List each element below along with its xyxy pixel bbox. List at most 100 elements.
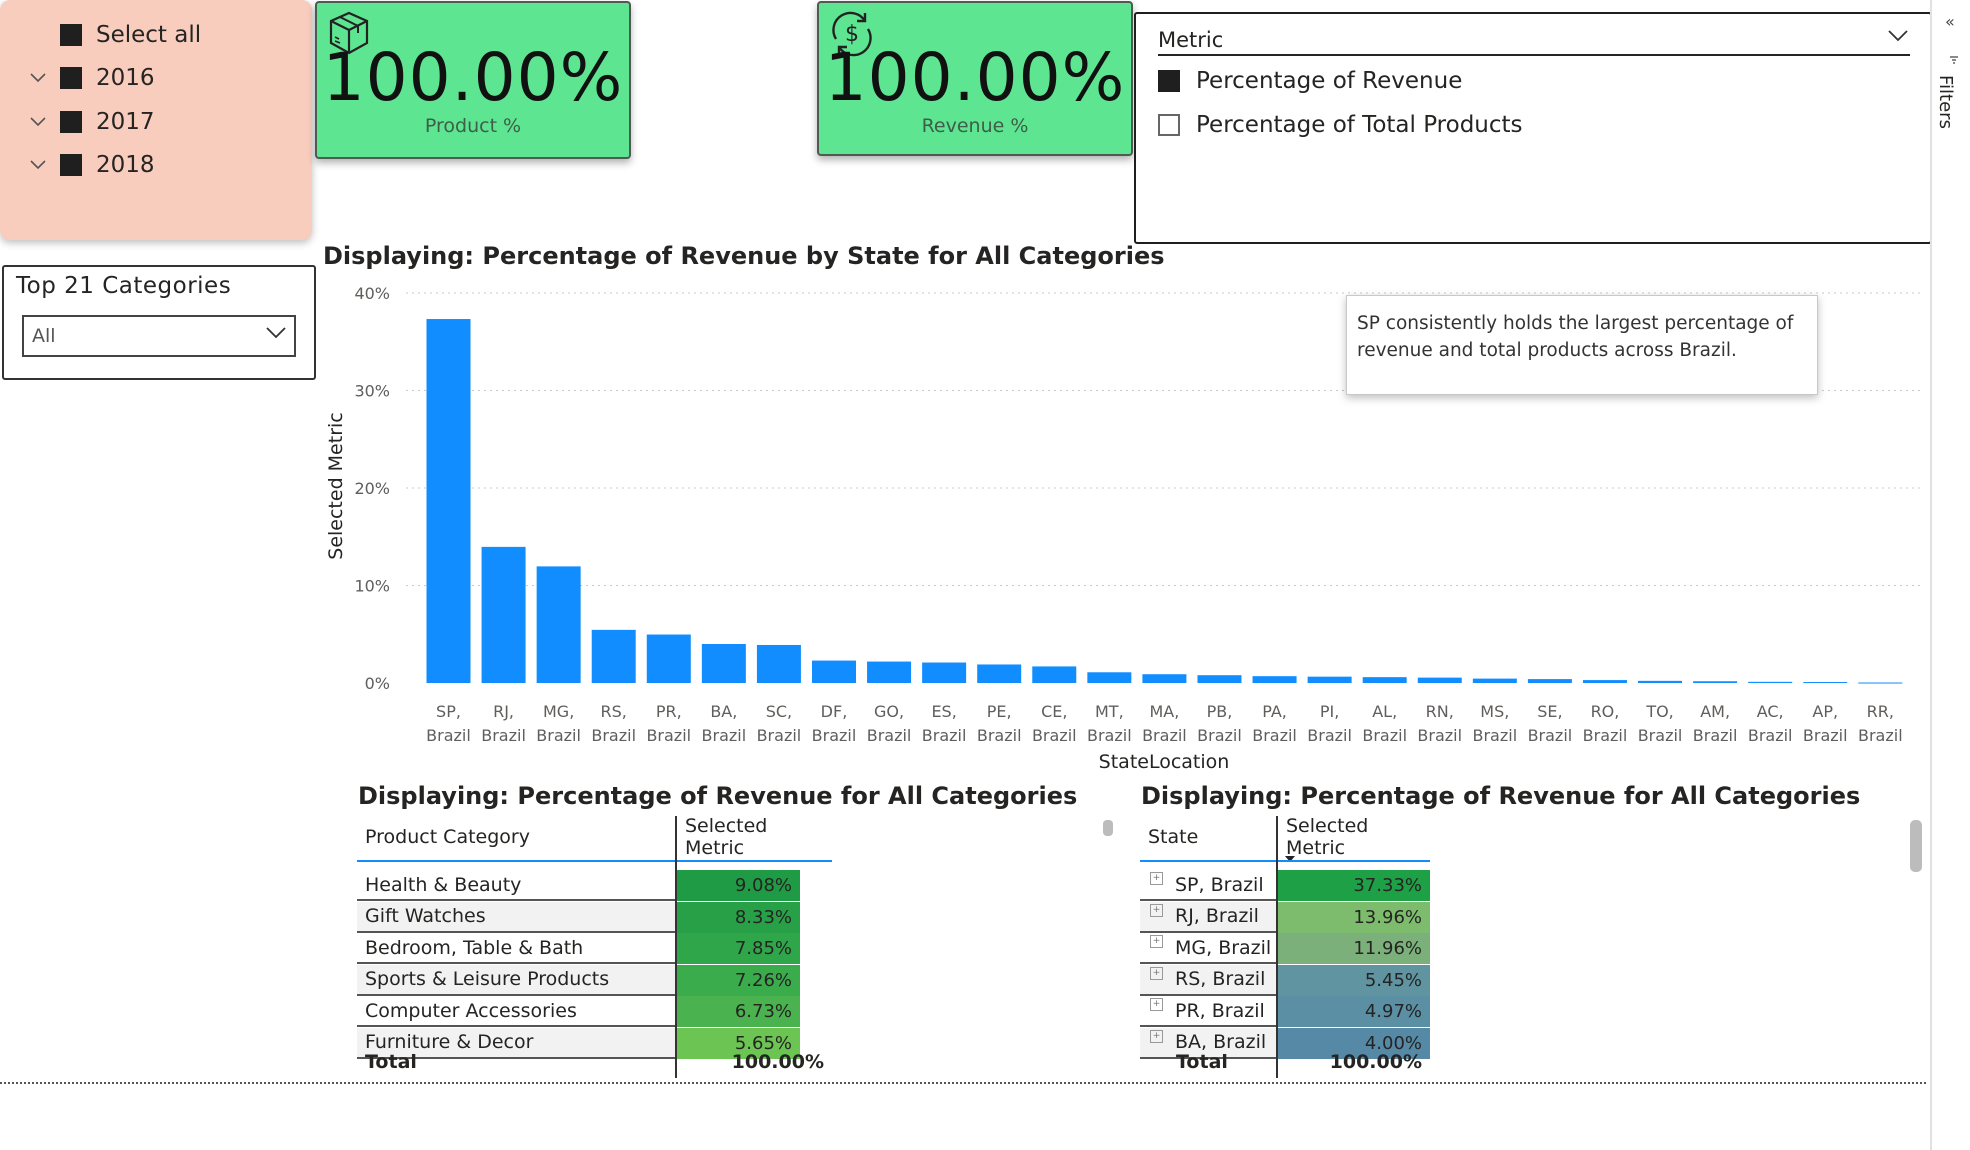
x-tick-label: CE, <box>1041 702 1067 721</box>
table-row[interactable]: Computer Accessories 6.73% <box>357 996 832 1027</box>
expand-icon[interactable]: + <box>1150 903 1163 917</box>
collapse-icon[interactable]: « <box>1945 12 1955 31</box>
column-header[interactable]: Selected Metric <box>1276 815 1430 859</box>
bar[interactable] <box>646 634 691 683</box>
expand-icon[interactable]: + <box>1150 935 1163 948</box>
year-item-2017[interactable]: 2017 <box>0 104 155 140</box>
checkbox-checked[interactable] <box>60 67 82 89</box>
metric-cell: 37.33% <box>1278 870 1430 901</box>
bar[interactable] <box>426 319 471 683</box>
state-cell: + RJ, Brazil <box>1140 901 1276 933</box>
year-select-all[interactable]: Select all <box>0 17 201 53</box>
metric-option-total-products[interactable]: Percentage of Total Products <box>1158 110 1523 140</box>
bar[interactable] <box>1527 679 1572 683</box>
x-tick-label: MS, <box>1480 702 1509 721</box>
x-tick-label: RN, <box>1426 702 1454 721</box>
bar[interactable] <box>536 566 581 683</box>
metric-option-revenue[interactable]: Percentage of Revenue <box>1158 66 1462 96</box>
x-tick-label: Brazil <box>1583 726 1628 745</box>
bar[interactable] <box>481 546 526 683</box>
checkbox-checked[interactable] <box>60 154 82 176</box>
x-axis-label: StateLocation <box>1099 751 1230 773</box>
table-row[interactable]: Sports & Leisure Products 7.26% <box>357 964 832 996</box>
chevron-down-icon[interactable] <box>26 110 50 134</box>
scrollbar-thumb[interactable] <box>1103 820 1113 836</box>
bar[interactable] <box>1472 678 1517 683</box>
table-row[interactable]: + RS, Brazil 5.45% <box>1140 964 1430 996</box>
table-row[interactable]: Health & Beauty 9.08% <box>357 870 832 901</box>
table-row[interactable]: Gift Watches 8.33% <box>357 901 832 933</box>
year-label: 2018 <box>96 152 155 178</box>
svg-text:$: $ <box>845 22 859 47</box>
chevron-down-icon[interactable] <box>266 325 286 344</box>
expand-icon[interactable]: + <box>1150 998 1163 1011</box>
bar[interactable] <box>1307 676 1352 683</box>
checkbox-checked[interactable] <box>60 111 82 133</box>
category-dropdown[interactable]: All <box>22 315 296 357</box>
x-tick-label: Brazil <box>702 726 747 745</box>
table-row[interactable]: Bedroom, Table & Bath 7.85% <box>357 933 832 964</box>
table-row[interactable]: + BA, Brazil 4.00% <box>1140 1027 1430 1059</box>
y-tick-label: 30% <box>354 382 390 401</box>
bar[interactable] <box>1582 680 1627 683</box>
x-tick-label: PE, <box>987 702 1012 721</box>
x-tick-label: Brazil <box>812 726 857 745</box>
table-row[interactable]: + RJ, Brazil 13.96% <box>1140 901 1430 933</box>
bar[interactable] <box>1858 682 1903 684</box>
column-divider <box>675 816 677 1078</box>
bar[interactable] <box>1252 676 1297 683</box>
year-item-2016[interactable]: 2016 <box>0 60 155 96</box>
column-header[interactable]: State <box>1148 826 1199 848</box>
table-row[interactable]: + MG, Brazil 11.96% <box>1140 933 1430 964</box>
checkbox-checked[interactable] <box>60 24 82 46</box>
bar[interactable] <box>1803 682 1848 684</box>
chevron-down-icon[interactable] <box>26 153 50 177</box>
bar[interactable] <box>867 661 912 683</box>
scrollbar-thumb[interactable] <box>1910 820 1922 872</box>
checkbox-unchecked[interactable] <box>1158 114 1180 136</box>
bar[interactable] <box>1638 680 1683 683</box>
year-item-2018[interactable]: 2018 <box>0 147 155 183</box>
kpi-card-revenue: $ 100.00% Revenue % <box>817 1 1133 156</box>
bar[interactable] <box>1417 677 1462 683</box>
table-row[interactable]: + SP, Brazil 37.33% <box>1140 870 1430 901</box>
bar[interactable] <box>1087 672 1132 683</box>
bar[interactable] <box>1142 674 1187 683</box>
category-cell: Gift Watches <box>357 901 675 933</box>
column-header[interactable]: Selected Metric <box>675 815 832 859</box>
bar[interactable] <box>1032 666 1077 683</box>
bar[interactable] <box>591 629 636 683</box>
x-tick-label: Brazil <box>1748 726 1793 745</box>
x-tick-label: Brazil <box>1473 726 1518 745</box>
table-row[interactable]: Furniture & Decor 5.65% <box>357 1027 832 1059</box>
dollar-cycle-icon: $ <box>827 9 877 63</box>
chevron-down-icon[interactable] <box>1888 28 1908 47</box>
bar[interactable] <box>701 644 746 683</box>
y-tick-label: 20% <box>354 479 390 498</box>
bar[interactable] <box>1362 677 1407 683</box>
bar[interactable] <box>922 662 967 683</box>
expand-icon[interactable]: + <box>1150 966 1163 980</box>
x-tick-label: Brazil <box>426 726 471 745</box>
expand-icon[interactable]: + <box>1150 872 1163 885</box>
column-header[interactable]: Product Category <box>365 826 530 848</box>
bar[interactable] <box>1693 681 1738 683</box>
filters-label[interactable]: Filters <box>1935 75 1956 129</box>
bar[interactable] <box>811 660 856 683</box>
x-tick-label: RR, <box>1867 702 1894 721</box>
bar[interactable] <box>1197 675 1242 683</box>
annotation-box: SP consistently holds the largest percen… <box>1346 295 1818 395</box>
expand-icon[interactable]: + <box>1150 1029 1163 1043</box>
checkbox-checked[interactable] <box>1158 70 1180 92</box>
bar[interactable] <box>1748 681 1793 683</box>
category-dropdown-value: All <box>32 325 56 347</box>
chevron-down-icon[interactable] <box>26 66 50 90</box>
bar[interactable] <box>977 664 1022 683</box>
table-row[interactable]: + PR, Brazil 4.97% <box>1140 996 1430 1027</box>
header-divider <box>1140 860 1430 862</box>
metric-cell: 7.26% <box>677 964 800 996</box>
bar[interactable] <box>756 644 801 683</box>
sort-descending-icon[interactable] <box>1284 846 1296 868</box>
metric-cell: 13.96% <box>1278 901 1430 933</box>
filters-pane[interactable]: « Filters <box>1930 0 1970 1150</box>
